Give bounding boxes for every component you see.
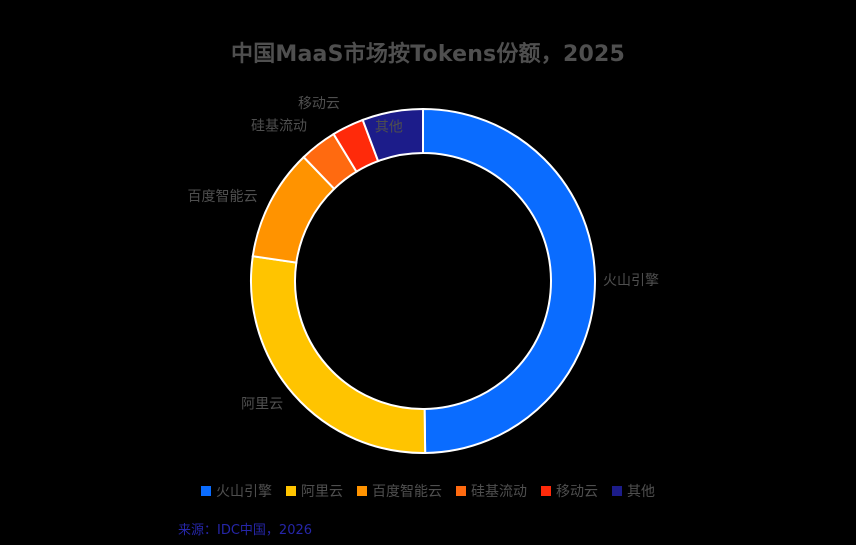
- legend-swatch: [357, 486, 367, 496]
- legend-label: 火山引擎: [216, 484, 272, 500]
- legend-label: 其他: [627, 484, 655, 500]
- slice-label-2: 阿里云: [241, 397, 283, 413]
- legend-item-2: 阿里云: [286, 481, 343, 501]
- slice-label-5: 移动云: [298, 96, 340, 112]
- legend-item-1: 火山引擎: [201, 481, 272, 501]
- donut-slice-1: [422, 107, 596, 455]
- legend-item-3: 百度智能云: [357, 481, 442, 501]
- legend-swatch: [541, 486, 551, 496]
- legend-swatch: [612, 486, 622, 496]
- legend-swatch: [456, 486, 466, 496]
- legend-label: 硅基流动: [471, 484, 527, 500]
- slice-label-3: 百度智能云: [188, 189, 258, 205]
- source-note: 来源：IDC中国，2026: [178, 523, 313, 538]
- legend-label: 移动云: [556, 484, 598, 500]
- legend-label: 阿里云: [301, 484, 343, 500]
- slice-label-1: 火山引擎: [603, 273, 659, 289]
- donut-slice-6: [361, 107, 424, 163]
- slice-label-4: 硅基流动: [251, 118, 307, 135]
- legend-label: 百度智能云: [372, 484, 442, 500]
- legend-swatch: [201, 486, 211, 496]
- chart-title: 中国MaaS市场按Tokens份额，2025: [231, 42, 625, 67]
- donut-slices: [250, 107, 596, 455]
- legend: 火山引擎 阿里云 百度智能云 硅基流动 移动云 其他: [0, 481, 856, 501]
- legend-item-5: 移动云: [541, 481, 598, 501]
- legend-item-4: 硅基流动: [456, 481, 527, 501]
- legend-swatch: [286, 486, 296, 496]
- slice-label-6: 其他: [375, 120, 403, 136]
- legend-item-6: 其他: [612, 481, 655, 501]
- donut-slice-2: [250, 255, 427, 454]
